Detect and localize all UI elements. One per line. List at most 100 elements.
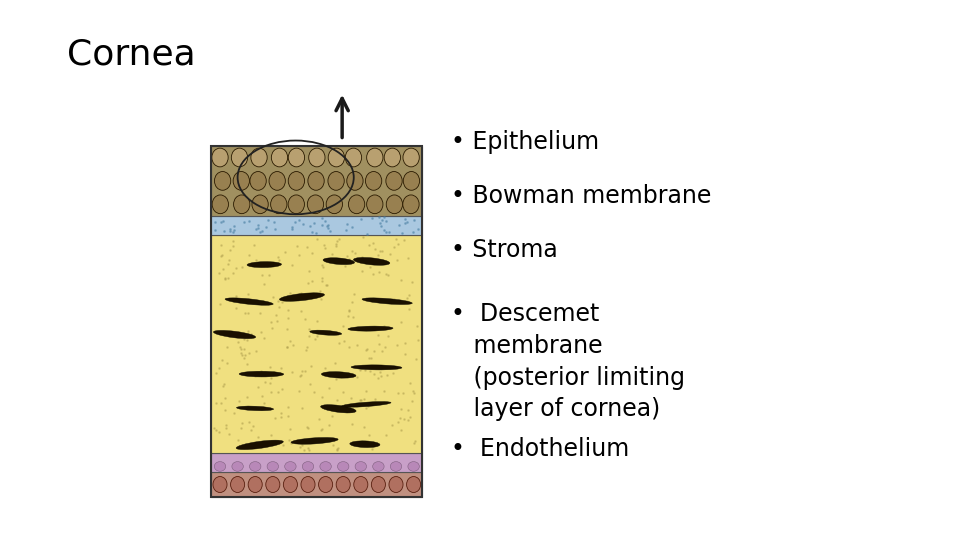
Point — [218, 423, 233, 432]
Point — [328, 240, 344, 249]
Point — [405, 396, 420, 405]
Ellipse shape — [283, 476, 298, 492]
Point — [339, 219, 354, 228]
Point — [299, 346, 314, 355]
Point — [277, 248, 293, 256]
Point — [339, 252, 354, 261]
Point — [352, 396, 368, 404]
Ellipse shape — [348, 195, 365, 214]
Point — [402, 413, 418, 421]
Ellipse shape — [347, 172, 363, 190]
Point — [393, 414, 408, 422]
Bar — [211, 216, 422, 235]
Point — [233, 345, 249, 354]
Point — [410, 335, 425, 344]
Point — [282, 288, 298, 297]
Point — [222, 246, 237, 254]
Point — [370, 374, 385, 382]
Point — [208, 426, 224, 434]
Point — [355, 233, 371, 241]
Point — [410, 225, 425, 233]
Point — [347, 289, 362, 298]
Point — [233, 348, 249, 357]
Point — [244, 330, 259, 339]
Point — [221, 256, 236, 265]
Point — [321, 384, 336, 393]
Ellipse shape — [233, 172, 250, 190]
Point — [236, 218, 252, 227]
Point — [275, 298, 290, 306]
Ellipse shape — [236, 406, 274, 411]
Point — [292, 387, 307, 395]
Point — [293, 372, 308, 381]
Point — [250, 220, 265, 229]
Point — [312, 286, 327, 295]
Point — [386, 368, 401, 377]
Ellipse shape — [266, 476, 280, 492]
Point — [273, 409, 288, 417]
Point — [314, 214, 329, 223]
Ellipse shape — [272, 148, 288, 167]
Point — [314, 277, 329, 286]
Text: • Epithelium: • Epithelium — [451, 130, 599, 153]
Point — [274, 364, 289, 373]
Point — [316, 436, 331, 445]
Point — [359, 345, 374, 353]
Point — [263, 378, 278, 387]
Ellipse shape — [367, 148, 383, 167]
Point — [325, 441, 341, 449]
Ellipse shape — [342, 402, 391, 407]
Point — [391, 239, 406, 248]
Point — [321, 221, 336, 230]
Point — [337, 337, 352, 346]
Point — [378, 228, 394, 237]
Point — [223, 225, 238, 233]
Point — [240, 290, 255, 299]
Point — [397, 219, 413, 227]
Point — [402, 379, 418, 388]
Point — [377, 342, 393, 351]
Point — [330, 396, 346, 404]
Point — [353, 395, 369, 404]
Point — [339, 402, 354, 411]
Point — [314, 221, 329, 230]
Point — [211, 268, 227, 277]
Point — [208, 399, 224, 408]
Point — [219, 343, 234, 352]
Point — [294, 370, 309, 379]
Point — [341, 342, 356, 351]
Point — [318, 243, 333, 252]
Point — [217, 406, 232, 414]
Point — [258, 223, 274, 232]
Ellipse shape — [391, 462, 401, 471]
Point — [365, 269, 380, 278]
Point — [304, 228, 320, 237]
Point — [390, 255, 405, 264]
Text: • Bowman membrane: • Bowman membrane — [451, 184, 711, 207]
Point — [256, 399, 272, 407]
Ellipse shape — [403, 195, 420, 214]
Point — [264, 324, 279, 333]
Point — [409, 355, 424, 363]
Point — [256, 280, 272, 288]
Point — [330, 443, 346, 452]
Point — [372, 219, 388, 228]
Point — [327, 359, 343, 368]
Point — [304, 248, 320, 257]
Point — [239, 393, 254, 401]
Ellipse shape — [233, 195, 250, 214]
Point — [361, 430, 376, 439]
Point — [230, 337, 246, 346]
Point — [285, 341, 300, 349]
Point — [307, 335, 323, 343]
Point — [374, 347, 390, 355]
Point — [252, 308, 268, 317]
Point — [382, 249, 397, 258]
Point — [401, 305, 417, 313]
Ellipse shape — [288, 148, 304, 167]
Ellipse shape — [338, 462, 348, 471]
Point — [213, 218, 228, 226]
Point — [236, 345, 252, 354]
Ellipse shape — [336, 476, 350, 492]
Point — [394, 426, 409, 435]
